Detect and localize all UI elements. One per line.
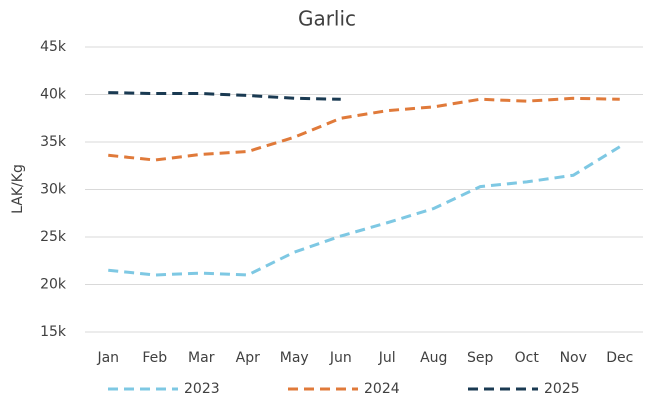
y-tick-label: 15k [40, 324, 67, 340]
x-tick-label: Aug [420, 350, 447, 366]
y-tick-label: 20k [40, 277, 67, 293]
x-tick-label: May [280, 350, 309, 366]
x-tick-label: Jan [96, 350, 119, 366]
legend-label: 2023 [184, 381, 220, 397]
y-axis-label: LAK/Kg [10, 164, 26, 214]
x-tick-label: Oct [515, 350, 540, 366]
legend-label: 2024 [364, 381, 400, 397]
x-tick-label: Feb [142, 350, 167, 366]
legend-label: 2025 [544, 381, 580, 397]
y-tick-label: 40k [40, 87, 67, 103]
x-tick-label: Nov [560, 350, 587, 366]
y-tick-label: 30k [40, 182, 67, 198]
series-line [108, 91, 341, 101]
x-tick-label: Apr [236, 350, 260, 366]
x-tick-label: Dec [606, 350, 633, 366]
series-line [108, 145, 621, 277]
chart-title: Garlic [298, 7, 356, 31]
series-line [108, 96, 620, 162]
x-tick-label: Mar [188, 350, 215, 366]
y-tick-label: 35k [40, 134, 67, 150]
x-tick-label: Jun [329, 350, 352, 366]
y-tick-label: 45k [40, 39, 67, 55]
x-tick-label: Jul [378, 350, 396, 366]
y-tick-label: 25k [40, 229, 67, 245]
x-tick-label: Sep [467, 350, 494, 366]
